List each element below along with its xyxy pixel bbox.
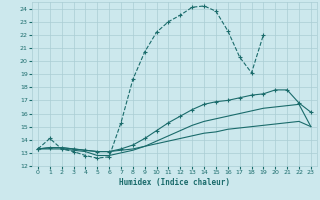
X-axis label: Humidex (Indice chaleur): Humidex (Indice chaleur) xyxy=(119,178,230,187)
